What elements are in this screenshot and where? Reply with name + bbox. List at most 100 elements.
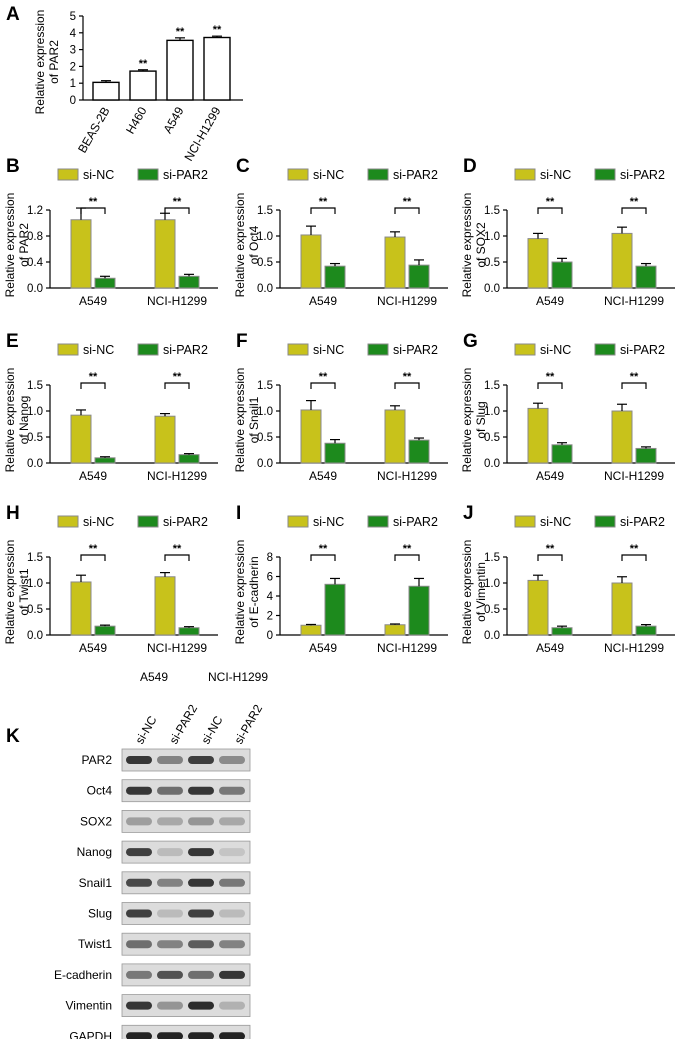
blot-band — [219, 1032, 245, 1039]
blot-row-vimentin: Vimentin — [66, 995, 250, 1017]
bar-si-nc — [385, 625, 405, 635]
blot-label: Slug — [88, 907, 112, 921]
ylabel-line1: Relative expression — [460, 540, 474, 645]
blot-band — [157, 1002, 183, 1010]
category-label: NCI-H1299 — [147, 469, 207, 483]
blot-band — [126, 971, 152, 979]
legend-swatch-si-nc — [288, 344, 308, 355]
blot-label: Oct4 — [87, 784, 113, 798]
significance-label: ** — [89, 196, 98, 208]
blot-band — [126, 817, 152, 825]
panel-letter-g: G — [463, 331, 478, 352]
significance-label: ** — [630, 543, 639, 555]
significance-label: ** — [319, 196, 328, 208]
ytick-label: 0.5 — [484, 432, 500, 444]
bar-si-nc — [385, 237, 405, 288]
blot-band — [219, 787, 245, 795]
ytick-label: 1.5 — [257, 205, 273, 217]
panel-letter-i: I — [236, 503, 241, 524]
significance-label: ** — [173, 543, 182, 555]
category-label: NCI-H1299 — [604, 641, 664, 655]
ytick-label: 1.0 — [27, 578, 43, 590]
significance-bracket — [395, 383, 419, 389]
blot-band — [188, 1002, 214, 1010]
bar-si-nc — [528, 580, 548, 635]
legend-label-si-nc: si-NC — [313, 168, 344, 182]
legend-swatch-si-nc — [288, 169, 308, 180]
ytick-label: 0.0 — [27, 630, 43, 642]
ytick-label: 0.5 — [257, 257, 273, 269]
bar-si-par2 — [325, 266, 345, 288]
blot-band — [157, 787, 183, 795]
blot-row-e-cadherin: E-cadherin — [54, 964, 250, 986]
legend-swatch-si-par2 — [368, 516, 388, 527]
blot-band — [219, 817, 245, 825]
blot-label: Vimentin — [66, 999, 112, 1013]
blot-band — [188, 879, 214, 887]
blot-band — [157, 848, 183, 856]
legend-label-si-par2: si-PAR2 — [393, 343, 438, 357]
blot-band — [126, 1002, 152, 1010]
blot-band — [219, 1002, 245, 1010]
significance-bracket — [622, 383, 646, 389]
panel-a-ylabel-line2: of PAR2 — [47, 40, 61, 84]
panel-j: Jsi-NC si-PAR2Relative expression of Vimen… — [460, 503, 675, 655]
bar-si-nc — [528, 408, 548, 463]
ylabel-line1: Relative expression — [3, 193, 17, 298]
ytick-label: 0 — [267, 630, 273, 642]
legend-label-si-nc: si-NC — [83, 168, 114, 182]
legend-swatch-si-nc — [515, 169, 535, 180]
bar-si-nc — [155, 416, 175, 463]
blot-band — [188, 817, 214, 825]
panel-a-category-label: H460 — [123, 104, 150, 136]
category-label: NCI-H1299 — [377, 641, 437, 655]
bar-si-par2 — [179, 276, 199, 288]
significance-label: ** — [403, 371, 412, 383]
panel-a-significance: ** — [176, 26, 185, 38]
panel-a-ytick-label: 5 — [70, 11, 76, 23]
panel-letter-d: D — [463, 156, 477, 177]
category-label: A549 — [309, 641, 337, 655]
significance-label: ** — [173, 196, 182, 208]
ytick-label: 1.5 — [484, 205, 500, 217]
blot-row-nanog: Nanog — [77, 841, 250, 863]
blot-band — [126, 756, 152, 764]
legend-label-si-nc: si-NC — [540, 343, 571, 357]
bar-si-par2 — [552, 262, 572, 288]
bar-si-nc — [385, 410, 405, 463]
ytick-label: 1.0 — [484, 406, 500, 418]
blot-band — [188, 940, 214, 948]
figure-canvas: A Relative expression of PAR2 012345BEAS… — [0, 0, 684, 1039]
blot-band — [188, 971, 214, 979]
cell-line-a549: A549 — [140, 670, 168, 684]
ytick-label: 8 — [267, 552, 273, 564]
panel-letter-a: A — [6, 4, 20, 25]
panel-a-ytick-label: 2 — [70, 61, 76, 73]
category-label: NCI-H1299 — [377, 294, 437, 308]
panel-a-bar — [204, 38, 230, 100]
bar-si-par2 — [636, 448, 656, 463]
significance-bracket — [538, 383, 562, 389]
bar-si-nc — [155, 220, 175, 288]
blot-band — [219, 848, 245, 856]
ytick-label: 0.0 — [484, 458, 500, 470]
panel-a: A Relative expression of PAR2 0 1 2 3 4 5 BEAS… — [6, 4, 243, 163]
blot-band — [126, 848, 152, 856]
bar-si-nc — [301, 410, 321, 463]
legend-swatch-si-nc — [58, 344, 78, 355]
bar-si-par2 — [325, 443, 345, 463]
bar-si-par2 — [179, 455, 199, 463]
blot-band — [126, 910, 152, 918]
significance-bracket — [395, 208, 419, 214]
ylabel-line1: Relative expression — [460, 193, 474, 298]
significance-label: ** — [546, 371, 555, 383]
legend-swatch-si-nc — [58, 516, 78, 527]
bar-si-nc — [612, 411, 632, 463]
panel-d: Dsi-NC si-PAR2Relative expression of SOX20… — [460, 156, 675, 308]
category-label: NCI-H1299 — [147, 294, 207, 308]
legend-label-si-nc: si-NC — [83, 343, 114, 357]
ytick-label: 0.0 — [484, 283, 500, 295]
panel-a-ytick-label: 1 — [70, 78, 76, 90]
blot-row-gapdh: GAPDH — [69, 1025, 250, 1039]
ytick-label: 6 — [267, 572, 273, 584]
